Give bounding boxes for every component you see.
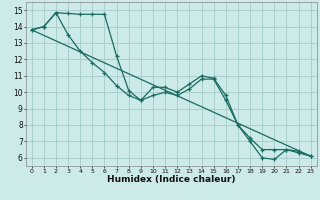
X-axis label: Humidex (Indice chaleur): Humidex (Indice chaleur) xyxy=(107,175,236,184)
